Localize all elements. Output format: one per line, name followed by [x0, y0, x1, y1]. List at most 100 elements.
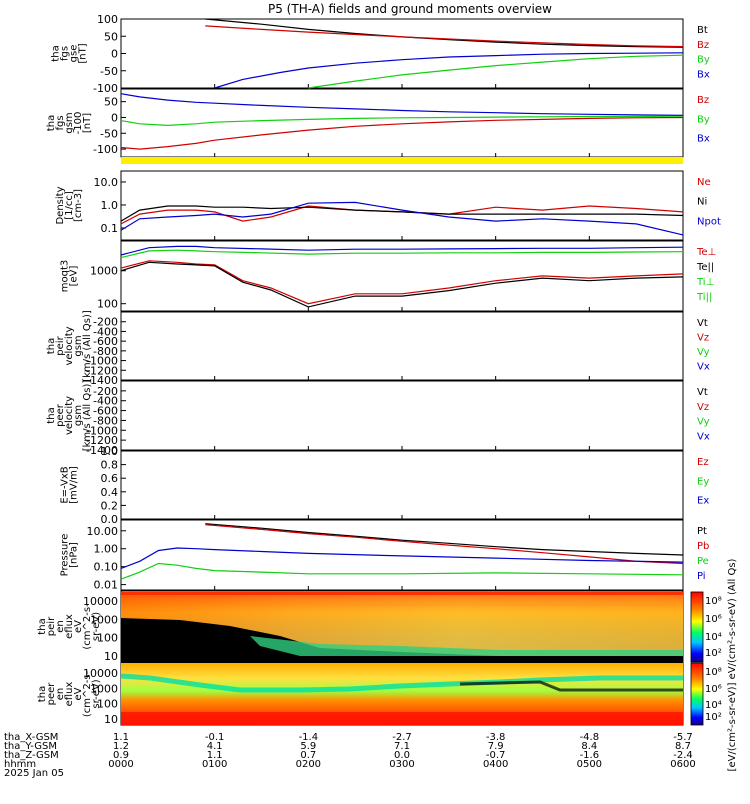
- y-tick-label: -50: [100, 65, 118, 78]
- y-tick-label: 1.0: [101, 445, 119, 458]
- y-tick-label: 0.4: [101, 486, 119, 499]
- orbit-row-label: tha_Y-GSM: [4, 741, 57, 752]
- series-Te⊥: [120, 260, 684, 305]
- colorbar-ions: [690, 591, 704, 663]
- y-axis-label-line: gsm: [64, 112, 75, 133]
- y-axis-label-line: velocity: [64, 326, 75, 365]
- y-tick-label: 50: [104, 96, 118, 109]
- series-Pb: [205, 524, 684, 565]
- y-axis-label-line: -100: [73, 112, 84, 135]
- panel-pressure: 10.00 1.00 0.10 0.01 Pressure[nPa] Pt Pb Pe Pi: [60, 519, 709, 592]
- colorbar-tick: 10⁸: [705, 667, 722, 678]
- orbit-value: 0.9: [113, 750, 129, 761]
- axes-box: [120, 170, 684, 241]
- legend-entry: Bx: [697, 69, 710, 80]
- y-tick-label: 10.00: [87, 525, 119, 538]
- orbit-value: 0200: [296, 759, 321, 770]
- legend-entry: Bt: [697, 25, 708, 36]
- y-tick-label: 1000: [90, 682, 118, 695]
- y-tick-label: 0: [111, 48, 118, 61]
- axes-box: [120, 311, 684, 381]
- axes-box: [120, 519, 684, 591]
- y-axis-label-line: Density: [55, 186, 66, 224]
- y-tick-label: 1.00: [94, 543, 119, 556]
- orbit-value: 7.1: [394, 741, 410, 752]
- y-tick-label: 0.0: [101, 513, 119, 526]
- y-tick-label: -1000: [86, 424, 118, 437]
- y-axis-label-line: tha: [37, 686, 48, 702]
- orbit-value: -1.6: [580, 750, 600, 761]
- y-tick-label: -600: [93, 405, 118, 418]
- y-tick-label: -400: [93, 395, 118, 408]
- ion-spectrogram: [121, 592, 683, 662]
- legend-entry: Ti⊥: [696, 277, 714, 288]
- orbit-value: -3.8: [486, 732, 506, 743]
- series-Bz: [205, 25, 684, 48]
- y-axis-label: Pressure[nPa]: [60, 534, 80, 577]
- colorbar-tick: 10²: [705, 712, 722, 723]
- colorbar-tick: 10⁶: [705, 614, 722, 625]
- y-axis-label-line: [km/s (All Qs)]: [82, 310, 93, 382]
- y-axis-label-line: peir: [46, 616, 57, 636]
- y-axis-label-line: [nT]: [82, 113, 93, 133]
- series-Pt: [205, 523, 684, 556]
- y-tick-label: -400: [93, 325, 118, 338]
- y-tick-label: -200: [93, 316, 118, 329]
- orbit-value: 8.7: [675, 741, 691, 752]
- series-By: [120, 115, 684, 127]
- axes-box: [120, 450, 684, 520]
- y-tick-label: -600: [93, 335, 118, 348]
- legend-entry: Ex: [697, 496, 709, 507]
- state-bar: [121, 157, 683, 164]
- y-tick-label: 1000: [90, 613, 118, 626]
- y-axis-label-line: [nT]: [78, 43, 89, 63]
- orbit-table: tha_X-GSM 1.1 -0.1 -1.4 -2.7 -3.8 -4.8 -5.7 tha_…: [4, 732, 696, 779]
- orbit-value: -2.4: [673, 750, 693, 761]
- orbit-value: 1.1: [113, 732, 129, 743]
- y-tick-label: 0.1: [101, 222, 119, 235]
- orbit-value: 1.1: [207, 750, 223, 761]
- orbit-value: 0.7: [300, 750, 316, 761]
- colorbar-tick: 10⁴: [705, 700, 722, 711]
- series-Bx: [214, 52, 684, 89]
- colorbar-label: [eV/(cm²-s-sr-eV)] eV/(cm²-s-sr-eV) (All…: [727, 558, 738, 771]
- electron-bottom-band: [121, 712, 683, 725]
- y-tick-label: 10: [104, 650, 118, 663]
- panel-density: 10.0 1.0 0.1 Density[1/cc][cm-3] Ne Ni Npot: [55, 170, 721, 241]
- series-Bz: [120, 116, 684, 150]
- y-axis-label-line: tha: [46, 115, 57, 131]
- y-tick-label: 0.8: [101, 459, 119, 472]
- y-tick-label: -800: [93, 345, 118, 358]
- ion-low-energy-region: [121, 618, 683, 662]
- y-axis-label-line: eV: [73, 620, 84, 633]
- legend-entry: Pb: [697, 541, 709, 552]
- y-tick-label: 0.2: [101, 499, 119, 512]
- y-axis-label-line: tha: [46, 338, 57, 354]
- static-extras: [120, 157, 704, 726]
- colorbar-tick: 10⁶: [705, 684, 722, 695]
- y-tick-label: -1400: [86, 444, 118, 457]
- orbit-value: 0600: [670, 759, 695, 770]
- series-By: [308, 54, 684, 89]
- legend-entry: Vx: [697, 362, 710, 373]
- axes-box: [120, 380, 684, 451]
- legend-entry: Ez: [697, 457, 709, 468]
- orbit-value: -2.7: [392, 732, 412, 743]
- y-axis-label-line: (cm^2-s-: [82, 670, 93, 717]
- orbit-value: -0.7: [486, 750, 506, 761]
- legend-entry: Npot: [697, 216, 721, 227]
- y-axis-label-line: [mV/m]: [69, 466, 80, 504]
- orbit-row-label: hhmm: [4, 759, 36, 770]
- panel-peer_velocity: -200-400-600-800-1000-1200-1400thapeerve…: [46, 380, 710, 457]
- y-axis-label-line: fgs: [60, 46, 71, 61]
- y-axis-label: Density[1/cc][cm-3]: [55, 186, 84, 224]
- series-Bt: [205, 18, 684, 48]
- y-axis-label-line: tha: [46, 407, 57, 423]
- legend-entry: Vx: [697, 431, 710, 442]
